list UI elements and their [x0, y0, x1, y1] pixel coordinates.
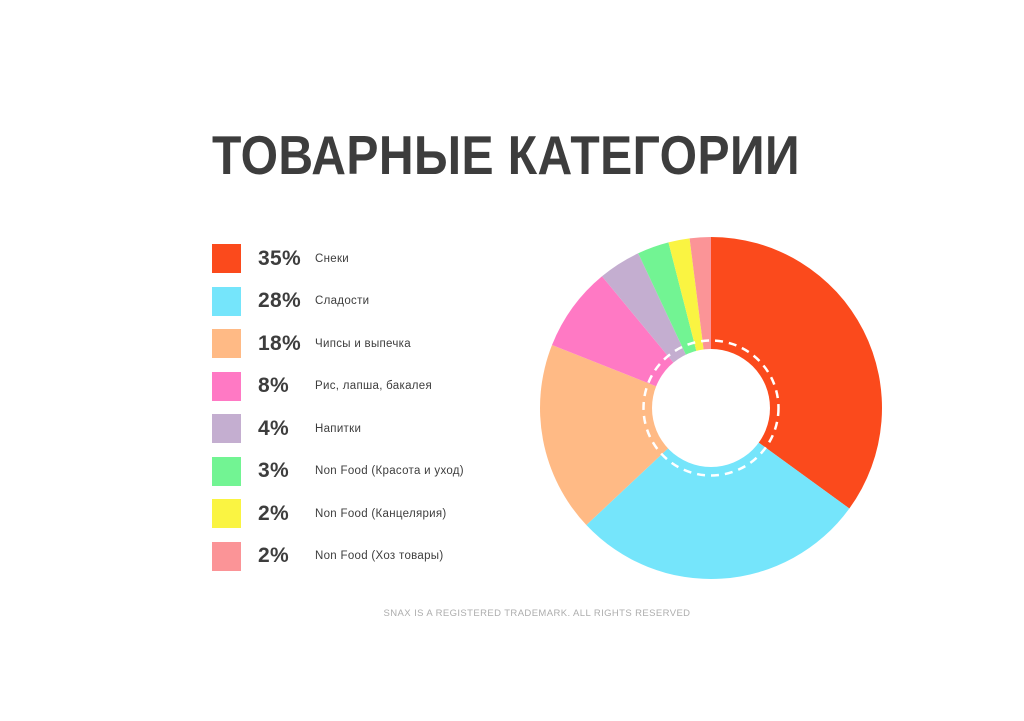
legend-item: 4% Напитки	[212, 414, 464, 443]
legend-swatch	[212, 371, 241, 401]
legend-label: Напитки	[315, 422, 362, 435]
legend-swatch	[212, 286, 241, 316]
legend-percent: 2%	[258, 544, 289, 567]
legend-item: 35% Снеки	[212, 244, 464, 273]
legend-label: Рис, лапша, бакалея	[315, 380, 433, 392]
legend-label: Снеки	[315, 252, 350, 265]
legend-swatch	[212, 541, 241, 571]
donut-dashed-ring	[642, 339, 780, 477]
legend-swatch	[212, 456, 241, 486]
legend-label: Чипсы и выпечка	[315, 337, 411, 350]
legend-label: Non Food (Красота и уход)	[315, 465, 464, 477]
legend-percent: 28%	[258, 289, 301, 312]
legend-item: 3% Non Food (Красота и уход)	[212, 456, 464, 486]
legend-swatch	[212, 244, 241, 273]
legend-percent: 4%	[258, 416, 289, 440]
legend-percent: 2%	[258, 501, 289, 525]
donut-hole	[652, 349, 770, 467]
legend-label: Non Food (Хоз товары)	[315, 550, 444, 562]
legend-percent: 35%	[258, 246, 301, 270]
footer-trademark: SNAX IS A REGISTERED TRADEMARK. ALL RIGH…	[383, 608, 691, 619]
pie-slice-1	[586, 408, 850, 579]
legend-percent: 8%	[258, 374, 289, 397]
legend-item: 2% Non Food (Хоз товары)	[212, 541, 464, 571]
legend-swatch	[212, 329, 241, 358]
donut-chart	[540, 237, 882, 579]
legend-swatch	[212, 414, 241, 443]
legend-item: 2% Non Food (Канцелярия)	[212, 499, 464, 528]
legend: 35% Снеки 28% Сладости 18% Чипсы и выпеч…	[212, 244, 464, 571]
page-title: ТОВАРНЫЕ КАТЕГОРИИ	[212, 124, 800, 186]
pie-slice-0	[711, 237, 882, 509]
legend-label: Non Food (Канцелярия)	[315, 507, 447, 520]
legend-label: Сладости	[315, 295, 370, 307]
legend-percent: 3%	[258, 459, 289, 482]
legend-item: 8% Рис, лапша, бакалея	[212, 371, 464, 401]
legend-item: 18% Чипсы и выпечка	[212, 329, 464, 358]
legend-item: 28% Сладости	[212, 286, 464, 316]
legend-percent: 18%	[258, 331, 301, 355]
pie-slice-2	[540, 345, 711, 526]
legend-swatch	[212, 499, 241, 528]
